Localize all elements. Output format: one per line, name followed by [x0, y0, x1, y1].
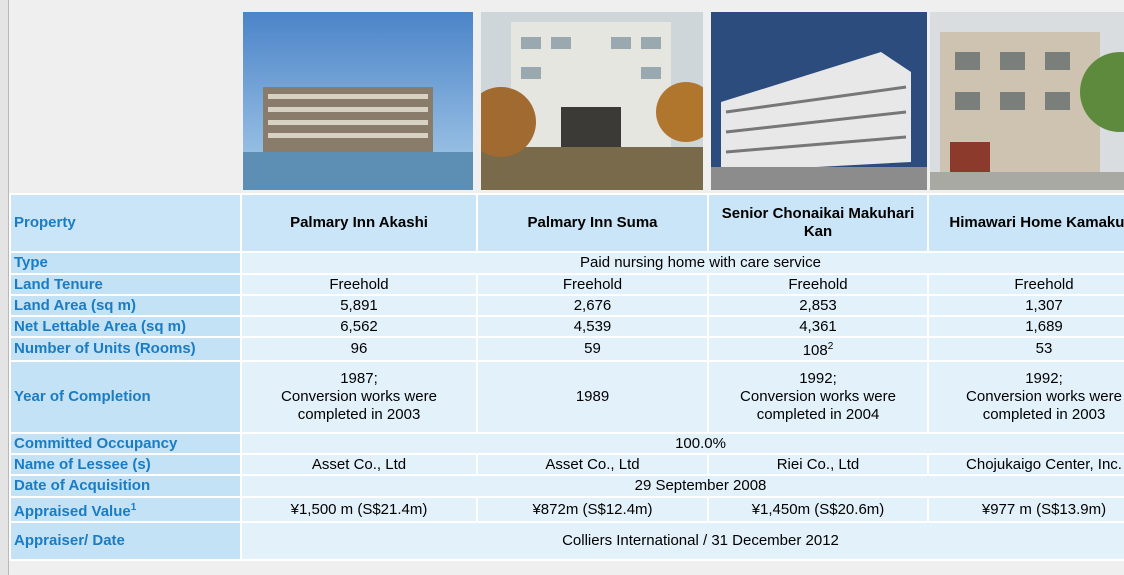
cell: ¥977 m (S$13.9m) — [927, 496, 1124, 523]
cell: 5,891 — [240, 294, 478, 317]
cell: Riei Co., Ltd — [707, 453, 929, 476]
photo-row — [240, 12, 1124, 192]
photo — [481, 12, 703, 190]
table-row: Number of Units (Rooms) 96 59 1082 53 — [9, 336, 1124, 362]
cell: Freehold — [707, 273, 929, 296]
photo — [930, 12, 1124, 190]
cell: 1,307 — [927, 294, 1124, 317]
property-name: Senior Chonaikai Makuhari Kan — [707, 193, 929, 253]
cell: Chojukaigo Center, Inc. — [927, 453, 1124, 476]
table-row: Appraised Value1 ¥1,500 m (S$21.4m) ¥872m … — [9, 496, 1124, 523]
table-row: Date of Acquisition 29 September 2008 — [9, 474, 1124, 498]
cell: Freehold — [927, 273, 1124, 296]
photo — [711, 12, 927, 190]
row-label: Year of Completion — [9, 360, 242, 434]
cell-text: 108 — [802, 342, 828, 359]
cell-line: Conversion works were — [966, 388, 1122, 405]
cell: 4,539 — [476, 315, 709, 338]
table-row: Type Paid nursing home with care service — [9, 251, 1124, 275]
cell: 1082 — [707, 336, 929, 362]
cell: ¥1,450m (S$20.6m) — [707, 496, 929, 523]
table-row: Appraiser/ Date Colliers International / … — [9, 521, 1124, 561]
merged-cell: 100.0% — [240, 432, 1124, 455]
cell-line: completed in 2004 — [756, 406, 880, 423]
cell: Freehold — [240, 273, 478, 296]
cell: 1987; Conversion works were completed in 2… — [240, 360, 478, 434]
row-label: Number of Units (Rooms) — [9, 336, 242, 362]
cell-line: 1987; — [340, 370, 378, 387]
table-row: Net Lettable Area (sq m) 6,562 4,539 4,361 1… — [9, 315, 1124, 338]
row-label: Date of Acquisition — [9, 474, 242, 498]
left-edge — [0, 0, 9, 575]
cell-text: Appraised Value — [14, 502, 131, 520]
cell-line: Conversion works were — [740, 388, 896, 405]
cell: 1992; Conversion works were completed in 2… — [927, 360, 1124, 434]
footnote-mark: 2 — [827, 341, 834, 352]
cell: 59 — [476, 336, 709, 362]
merged-cell: 29 September 2008 — [240, 474, 1124, 498]
property-name: Himawari Home Kamakura — [927, 193, 1124, 253]
table-row: Land Tenure Freehold Freehold Freehold Freeh… — [9, 273, 1124, 296]
header-row: Property Palmary Inn Akashi Palmary Inn Su… — [9, 193, 1124, 253]
table-row: Year of Completion 1987; Conversion works … — [9, 360, 1124, 434]
cell-line: completed in 2003 — [297, 406, 421, 423]
row-label: Committed Occupancy — [9, 432, 242, 455]
cell: 1,689 — [927, 315, 1124, 338]
cell: 96 — [240, 336, 478, 362]
cell: ¥872m (S$12.4m) — [476, 496, 709, 523]
table-row: Name of Lessee (s) Asset Co., Ltd Asset Co… — [9, 453, 1124, 476]
row-label: Land Area (sq m) — [9, 294, 242, 317]
row-label: Land Tenure — [9, 273, 242, 296]
cell-line: completed in 2003 — [982, 406, 1106, 423]
row-label: Name of Lessee (s) — [9, 453, 242, 476]
photo — [243, 12, 473, 190]
cell: 53 — [927, 336, 1124, 362]
cell: ¥1,500 m (S$21.4m) — [240, 496, 478, 523]
row-label: Appraiser/ Date — [9, 521, 242, 561]
property-table: Property Palmary Inn Akashi Palmary Inn Su… — [9, 193, 1124, 561]
row-label: Type — [9, 251, 242, 275]
cell: 1992; Conversion works were completed in 2… — [707, 360, 929, 434]
footnote-mark: 1 — [130, 501, 137, 513]
cell-line: Conversion works were — [281, 388, 437, 405]
table-row: Land Area (sq m) 5,891 2,676 2,853 1,307 — [9, 294, 1124, 317]
row-label: Net Lettable Area (sq m) — [9, 315, 242, 338]
merged-cell: Colliers International / 31 December 201… — [240, 521, 1124, 561]
cell: 2,853 — [707, 294, 929, 317]
row-label: Property — [9, 193, 242, 253]
cell: 1989 — [476, 360, 709, 434]
cell-line: 1992; — [799, 370, 837, 387]
table-row: Committed Occupancy 100.0% — [9, 432, 1124, 455]
cell: 2,676 — [476, 294, 709, 317]
cell: Asset Co., Ltd — [240, 453, 478, 476]
cell: 4,361 — [707, 315, 929, 338]
cell-line: 1992; — [1025, 370, 1063, 387]
property-name: Palmary Inn Akashi — [240, 193, 478, 253]
cell: Freehold — [476, 273, 709, 296]
merged-cell: Paid nursing home with care service — [240, 251, 1124, 275]
property-name: Palmary Inn Suma — [476, 193, 709, 253]
cell: 6,562 — [240, 315, 478, 338]
cell: Asset Co., Ltd — [476, 453, 709, 476]
row-label: Appraised Value1 — [9, 496, 242, 523]
